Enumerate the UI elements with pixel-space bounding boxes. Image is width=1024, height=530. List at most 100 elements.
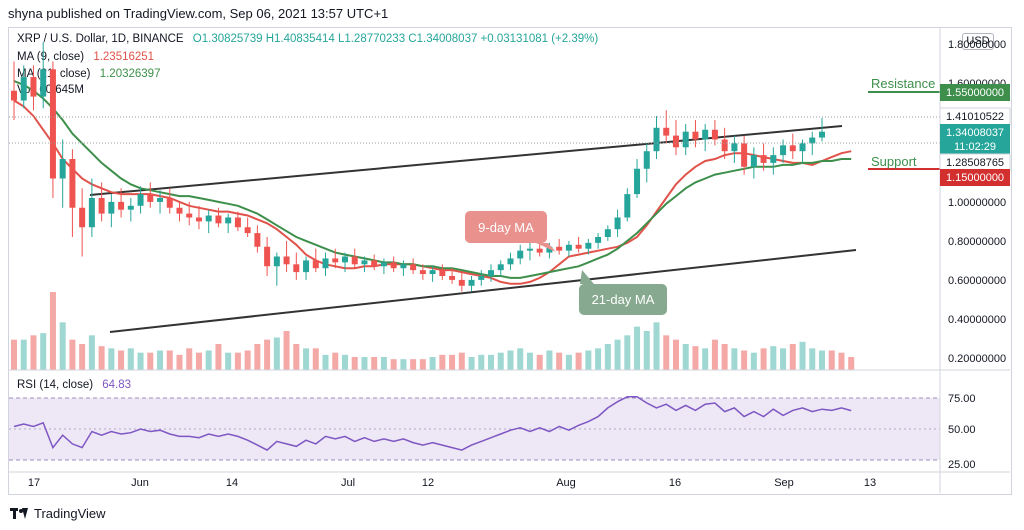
support-price-text: 1.15000000: [946, 172, 1004, 184]
volume-bar: [634, 326, 641, 370]
chart-frame: [8, 27, 1012, 495]
candle-body: [59, 159, 66, 179]
volume-bar: [429, 357, 436, 370]
candle-body: [40, 69, 47, 97]
candle-body: [303, 260, 310, 273]
ma21-line: [13, 80, 852, 279]
volume-bar: [390, 359, 397, 370]
tradingview-logo-icon: [10, 508, 28, 519]
volume-bar: [283, 331, 290, 370]
candle-body: [30, 77, 37, 97]
volume-bar: [789, 344, 796, 370]
volume-bar: [799, 341, 806, 370]
volume-bar: [692, 346, 699, 370]
candle-body: [351, 256, 358, 265]
volume-bar: [507, 350, 514, 370]
candle-body: [400, 264, 407, 269]
volume-bar: [88, 335, 95, 370]
candle-body: [604, 229, 611, 237]
candle-body: [760, 155, 767, 163]
volume-bar: [108, 348, 115, 370]
volume-bar: [449, 354, 456, 370]
volume-bar: [264, 339, 271, 370]
candle-body: [49, 69, 56, 179]
price-tick-label: 0.60000000: [948, 275, 1006, 287]
volume-bar: [244, 350, 251, 370]
candles: [11, 42, 825, 292]
candle-body: [371, 260, 378, 267]
candle-body: [137, 194, 144, 206]
volume-bar: [322, 354, 329, 370]
volume-bar: [40, 333, 47, 370]
volume-bar: [332, 352, 339, 370]
ma9-callout-pointer: [536, 243, 556, 252]
volume-bar: [273, 337, 280, 370]
volume-bar: [731, 348, 738, 370]
candle-body: [780, 145, 787, 156]
volume-bar: [575, 352, 582, 370]
ma9-legend: MA (9, close) 1.23516251: [17, 51, 154, 63]
rsi-axis: 75.00 50.00 25.00: [948, 393, 976, 471]
time-tick-label: 13: [864, 477, 876, 489]
candle-body: [731, 143, 738, 152]
volume-bar: [663, 335, 670, 370]
volume-bar: [79, 344, 86, 370]
volume-bar: [604, 344, 611, 370]
candle-body: [497, 264, 504, 271]
candle-body: [526, 248, 533, 251]
ma21-callout-text: 21-day MA: [592, 292, 655, 307]
volume-bar: [838, 352, 845, 370]
rsi-tick-label: 75.00: [948, 393, 976, 405]
ma9-value: 1.23516251: [93, 51, 155, 63]
volume-bar: [176, 354, 183, 370]
time-tick-label: Sep: [774, 477, 794, 489]
candle-body: [118, 201, 125, 210]
candle-body: [186, 213, 193, 218]
volume-bar: [488, 354, 495, 370]
volume-bar: [419, 359, 426, 370]
rsi-line: [13, 396, 852, 452]
candle-body: [546, 246, 553, 253]
volume-bar: [234, 352, 241, 370]
candle-body: [205, 215, 212, 222]
volume-bar: [361, 357, 368, 370]
volume-bar: [49, 292, 56, 370]
candle-body: [468, 279, 475, 286]
last-price-tag: [940, 124, 1010, 154]
volume-bar: [556, 352, 563, 370]
currency-button[interactable]: USD: [962, 33, 994, 50]
last-price-text: 1.34008037: [946, 127, 1004, 139]
price-tick-label: 1.00000000: [948, 197, 1006, 209]
candle-body: [439, 270, 446, 276]
volume-bar: [497, 352, 504, 370]
ma9-label: MA (9, close): [17, 51, 85, 63]
volume-bar: [20, 339, 27, 370]
candle-body: [585, 242, 592, 249]
candle-body: [750, 155, 757, 167]
volume-bar: [69, 339, 76, 370]
time-axis: 17 Jun 14 Jul 12 Aug 16 Sep 13: [28, 477, 876, 489]
candle-body: [127, 205, 134, 210]
candle-body: [799, 143, 806, 152]
candle-body: [449, 276, 456, 280]
resistance-price-text: 1.55000000: [946, 87, 1004, 99]
volume-bar: [157, 350, 164, 370]
candle-body: [517, 250, 524, 259]
candle-body: [634, 168, 641, 195]
footer-brand[interactable]: TradingView: [10, 506, 106, 521]
ma21-callout-box: [579, 284, 667, 315]
candle-body: [390, 262, 397, 269]
candle-body: [20, 77, 27, 101]
candle-body: [147, 194, 154, 202]
candle-body: [672, 135, 679, 148]
volume-bar: [526, 352, 533, 370]
volume-bar: [536, 354, 543, 370]
volume-bar: [303, 348, 310, 370]
time-tick-label: 12: [422, 477, 434, 489]
ma21-value: 1.20326397: [99, 68, 161, 80]
volume-bar: [293, 344, 300, 370]
volume-bar: [780, 348, 787, 370]
rsi-label: RSI (14, close): [17, 379, 94, 391]
candle-body: [312, 260, 319, 269]
